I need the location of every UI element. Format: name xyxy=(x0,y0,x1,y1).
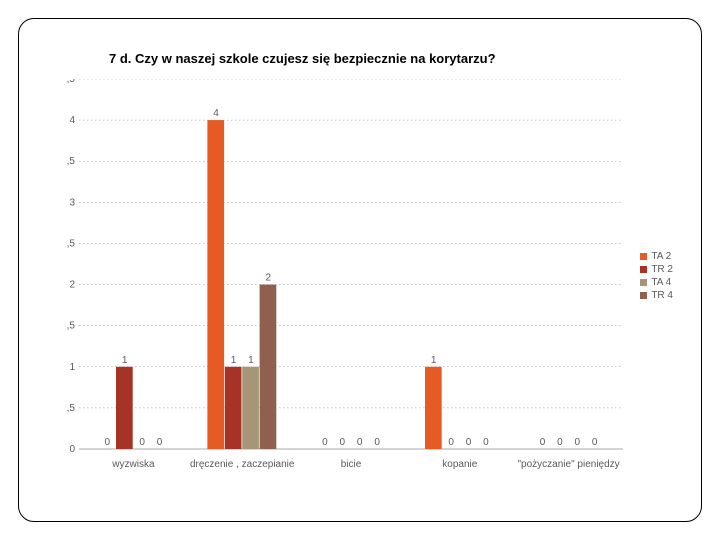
chart-title: 7 d. Czy w naszej szkole czujesz się bez… xyxy=(109,51,496,66)
bar-value-label: 0 xyxy=(105,437,111,448)
chart-frame: 7 d. Czy w naszej szkole czujesz się bez… xyxy=(18,18,702,522)
legend-swatch xyxy=(640,253,647,260)
bar xyxy=(260,285,277,449)
legend-label: TR 2 xyxy=(651,264,673,275)
bar xyxy=(425,367,442,449)
category-label: kopanie xyxy=(442,459,477,470)
chart-legend: TA 2 TR 2 TA 4 TR 4 xyxy=(640,251,673,303)
legend-item: TA 4 xyxy=(640,277,673,288)
bar-value-label: 4 xyxy=(213,108,219,119)
bar-value-label: 0 xyxy=(540,437,546,448)
y-tick-label: 4 xyxy=(69,115,75,126)
bar-value-label: 0 xyxy=(592,437,598,448)
legend-item: TR 4 xyxy=(640,290,673,301)
legend-swatch xyxy=(640,266,647,273)
y-tick-label: 1 xyxy=(69,362,75,373)
category-label: dręczenie , zaczepianie xyxy=(190,459,295,470)
bar-value-label: 1 xyxy=(431,355,437,366)
bar xyxy=(242,367,259,449)
bar-value-label: 0 xyxy=(557,437,563,448)
bar xyxy=(116,367,133,449)
bar-value-label: 0 xyxy=(466,437,472,448)
legend-item: TA 2 xyxy=(640,251,673,262)
bar-value-label: 2 xyxy=(266,273,272,284)
category-label: "pożyczanie" pieniędzy xyxy=(518,459,620,470)
y-tick-label: 0 xyxy=(69,444,75,455)
category-label: wyzwiska xyxy=(111,459,155,470)
y-tick-label: 2 xyxy=(69,280,75,291)
legend-label: TA 2 xyxy=(651,251,671,262)
legend-label: TR 4 xyxy=(651,290,673,301)
bar-value-label: 0 xyxy=(322,437,328,448)
chart-plot: 00,511,522,533,544,50100wyzwiska4112dręc… xyxy=(67,79,627,479)
legend-swatch xyxy=(640,279,647,286)
legend-swatch xyxy=(640,292,647,299)
category-label: bicie xyxy=(341,459,362,470)
bar-value-label: 1 xyxy=(248,355,254,366)
bar-value-label: 0 xyxy=(357,437,363,448)
bar-value-label: 0 xyxy=(448,437,454,448)
y-tick-label: 4,5 xyxy=(67,79,75,85)
y-tick-label: 1,5 xyxy=(67,321,75,332)
bar-value-label: 0 xyxy=(575,437,581,448)
bar-value-label: 0 xyxy=(340,437,346,448)
y-tick-label: 3,5 xyxy=(67,156,75,167)
bar xyxy=(225,367,242,449)
y-tick-label: 3 xyxy=(69,197,75,208)
bar-value-label: 0 xyxy=(483,437,489,448)
y-tick-label: 0,5 xyxy=(67,403,75,414)
y-tick-label: 2,5 xyxy=(67,238,75,249)
bar-value-label: 0 xyxy=(139,437,145,448)
legend-label: TA 4 xyxy=(651,277,671,288)
legend-item: TR 2 xyxy=(640,264,673,275)
bar-value-label: 0 xyxy=(157,437,163,448)
bar xyxy=(207,120,224,449)
bar-value-label: 0 xyxy=(374,437,380,448)
bar-value-label: 1 xyxy=(231,355,237,366)
bar-value-label: 1 xyxy=(122,355,128,366)
